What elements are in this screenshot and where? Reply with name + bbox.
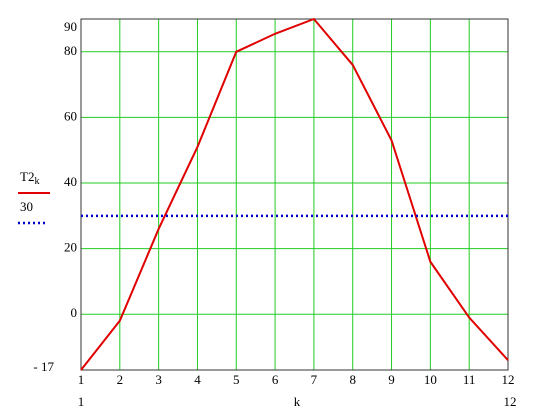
y-tick-label: 40 xyxy=(64,174,77,189)
x-range-label: 12 xyxy=(504,394,517,409)
x-axis-label: k xyxy=(294,394,301,409)
x-tick-label: 1 xyxy=(78,372,85,387)
y-tick-label: 60 xyxy=(64,108,77,123)
x-tick-label: 7 xyxy=(311,372,318,387)
x-tick-label: 9 xyxy=(388,372,395,387)
series-line xyxy=(80,17,509,371)
legend-label: 30 xyxy=(20,199,33,214)
legend-name: 30 xyxy=(20,199,33,214)
y-tick-label: 80 xyxy=(64,43,77,58)
x-tick-label: 8 xyxy=(349,372,356,387)
plot-frame xyxy=(80,18,509,371)
legend-name: T2 xyxy=(20,169,34,184)
x-tick-label: 11 xyxy=(463,372,476,387)
x-tick-label: 10 xyxy=(424,372,437,387)
x-tick-label: 6 xyxy=(272,372,279,387)
y-tick-label: - 17 xyxy=(33,359,54,374)
x-tick-label: 12 xyxy=(502,372,515,387)
legend-label: T2k xyxy=(20,169,39,187)
y-tick-label: 0 xyxy=(71,305,78,320)
x-tick-label: 2 xyxy=(117,372,124,387)
y-tick-label: 20 xyxy=(64,240,77,255)
legend-subscript: k xyxy=(34,176,39,187)
y-tick-label: 90 xyxy=(64,19,77,34)
x-tick-label: 5 xyxy=(233,372,240,387)
x-tick-label: 3 xyxy=(155,372,162,387)
x-tick-label: 4 xyxy=(194,372,201,387)
x-range-label: 1 xyxy=(78,394,85,409)
